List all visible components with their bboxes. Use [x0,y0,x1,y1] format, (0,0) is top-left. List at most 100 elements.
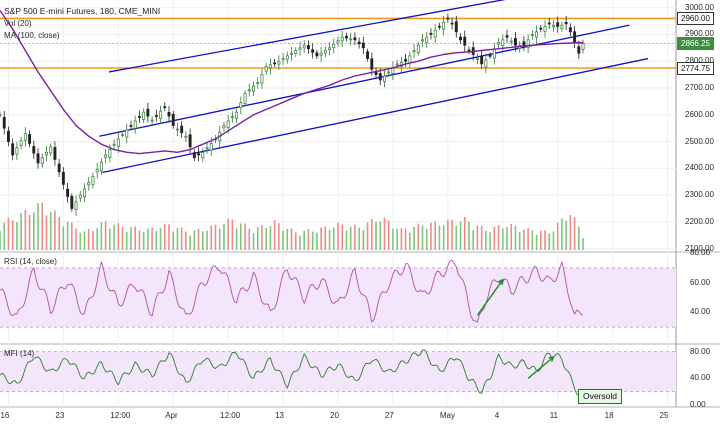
volume-bars [0,202,584,250]
candle-body [361,42,365,49]
candle-body [277,60,281,65]
candle-body [163,106,167,108]
volume-bar [413,226,415,250]
volume-bar [404,228,407,250]
volume-bar [180,227,183,250]
x-tick-label: May [439,411,455,420]
x-tick-label: 11 [549,411,558,420]
volume-bar [11,220,14,250]
candle-body [311,49,315,53]
price-tick-label: 2900.00 [685,29,714,39]
indicator-bands [0,267,676,393]
price-tick-label: 2700.00 [685,83,714,92]
candle-body [577,46,581,54]
candle-body [201,151,205,159]
volume-bar [273,220,276,250]
arrow-head [497,278,504,285]
volume-bar [210,225,213,250]
volume-bar [109,228,111,250]
candle-body [522,41,526,46]
volume-bar [49,211,52,250]
volume-bar [197,228,200,250]
candle-body [260,74,264,84]
mfi-line [0,349,584,397]
candle-body [467,49,471,52]
candle-body [378,73,382,81]
volume-bar [476,225,479,250]
candle-body [484,59,488,68]
level-badge: 2774.75 [677,61,714,75]
candle-body [23,133,27,141]
volume-bar [400,228,403,250]
candle-body [235,111,239,119]
price-tick-label: 2600.00 [685,109,714,119]
mfi-tick-label: 0.00 [690,400,706,409]
candle-body [391,67,395,74]
volume-bar [151,227,153,250]
candle-body [264,66,268,72]
x-tick-label: 20 [330,411,339,420]
candle-body [256,82,260,85]
x-tick-label: 13 [275,411,284,420]
volume-bar [540,230,542,250]
candle-body [0,114,2,117]
volume-bar [58,216,60,250]
volume-bar [506,227,508,250]
volume-bar [387,220,390,250]
candle-body [53,147,57,160]
volume-bar [311,231,314,250]
mfi-band [0,351,676,392]
volume-bar [510,223,513,250]
volume-bar [41,202,44,250]
volume-bar [286,228,289,250]
candle-body [239,102,243,108]
volume-bar [425,228,428,250]
x-tick-label: 27 [384,411,394,420]
candle-body [573,31,577,43]
candle-body [197,153,201,156]
candle-body [349,38,353,41]
x-tick-label: Apr [165,411,178,420]
volume-bar [62,226,65,250]
candle-body [129,125,133,127]
candle-body [552,24,555,28]
volume-bar [33,212,35,250]
level-badge: 2960.00 [677,12,714,26]
candle-body [568,27,572,33]
candle-body [459,36,462,41]
volume-bar [451,219,453,250]
volume-bar [341,224,344,250]
volume-bar [463,217,466,250]
volume-bar [320,227,322,250]
candle-body [366,51,370,59]
volume-bar [290,228,293,250]
volume-bar [362,230,365,250]
candle-body [425,36,429,43]
candle-body [290,52,293,55]
volume-bar [104,221,107,250]
volume-bar [337,222,339,250]
candle-body [404,59,408,62]
chart-title: S&P 500 E-mini Futures, 180, CME_MINI [4,6,161,16]
volume-bar [244,223,246,250]
volume-bar [582,237,584,250]
current-price-badge: 2866.25 [677,37,714,51]
volume-bar [252,233,255,250]
volume-bar [235,228,238,250]
candle-body [302,44,306,49]
volume-bar [282,230,284,250]
candle-body [116,138,120,147]
volume-bar [223,224,225,250]
volume-bar [168,224,170,250]
volume-bar [518,231,521,250]
candle-body [176,128,179,131]
volume-bar [375,221,377,250]
volume-bar [176,227,179,250]
candle-body [437,25,441,28]
volume-bar [227,218,229,250]
volume-bar [100,222,103,250]
candle-body [45,151,48,156]
candle-body [273,62,277,65]
volume-bar [552,231,555,250]
volume-bar [155,231,158,250]
